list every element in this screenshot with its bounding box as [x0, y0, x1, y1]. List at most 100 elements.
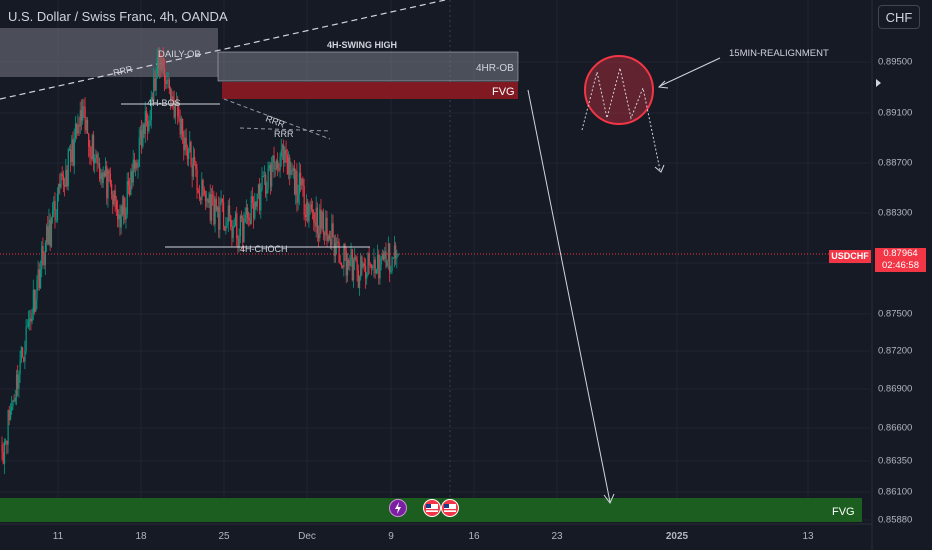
candle-body [213, 196, 215, 225]
candle-body [365, 265, 367, 279]
candle-body [151, 96, 154, 102]
candle-body [314, 222, 316, 227]
candle-body [92, 135, 95, 164]
x-tick-label: 11 [52, 531, 64, 542]
candle-body [67, 149, 69, 187]
candle-body [333, 237, 335, 256]
candle-body [160, 55, 162, 71]
candle-body [247, 207, 249, 218]
candle-body [139, 130, 142, 138]
candle-body [338, 242, 340, 263]
candle-body [386, 261, 388, 267]
candle-body [17, 374, 19, 389]
candle-body [263, 174, 266, 176]
candle-body [319, 209, 321, 239]
candle-body [293, 168, 296, 195]
candle-body [189, 142, 191, 153]
candle-body [32, 289, 34, 313]
candle-body [132, 159, 134, 183]
candle-body [307, 201, 309, 222]
candle-body [55, 219, 57, 221]
candle-body [50, 217, 53, 247]
candle-body [82, 106, 84, 121]
candle-body [362, 263, 364, 268]
countdown-tag: 02:46:58 [875, 260, 926, 272]
candle-body [155, 74, 157, 91]
candle-body [130, 171, 132, 195]
candle-body [182, 118, 184, 137]
candle-body [170, 89, 172, 99]
candle-body [33, 289, 36, 312]
candle-body [101, 172, 103, 184]
candle-body [200, 198, 202, 200]
candle-body [250, 196, 252, 225]
candle-body [233, 225, 236, 227]
x-tick-label: 13 [802, 531, 814, 542]
candle-body [196, 169, 198, 191]
candle-body [176, 101, 178, 104]
candle-body [149, 120, 151, 126]
candle-body [287, 157, 290, 175]
candle-body [27, 321, 30, 327]
candle-body [20, 347, 22, 362]
candle-body [397, 254, 399, 257]
candle-body [29, 318, 31, 322]
candle-body [184, 138, 186, 151]
candle-body [46, 226, 48, 243]
candle-body [127, 181, 130, 186]
candle-body [126, 181, 128, 215]
candle-body [271, 162, 273, 187]
candle-body [133, 159, 136, 169]
candle-body [226, 222, 228, 225]
us-flag-event-icon[interactable] [441, 499, 459, 517]
candle-body [363, 263, 365, 266]
candle-body [266, 189, 268, 194]
candle-body [316, 207, 319, 234]
candle-body [68, 149, 71, 151]
us-flag-event-icon[interactable] [423, 499, 441, 517]
candle-body [100, 172, 102, 180]
candle-body [292, 168, 294, 171]
lightning-event-icon[interactable] [389, 499, 407, 517]
currency-button[interactable]: CHF [878, 5, 920, 29]
x-tick-label: Dec [298, 531, 316, 542]
candle-body [389, 243, 391, 272]
candle-body [237, 238, 239, 248]
candle-body [358, 276, 361, 288]
candle-body [310, 204, 313, 210]
daily-ob-label: DAILY-OB [158, 49, 201, 60]
candle-body [244, 214, 246, 223]
candle-body [286, 154, 288, 175]
candle-body [384, 251, 386, 260]
candle-body [174, 103, 177, 118]
candle-body [254, 201, 256, 219]
candle-body [64, 184, 66, 187]
candle-body [295, 170, 297, 195]
candle-body [369, 264, 372, 266]
candle-body [208, 193, 210, 203]
x-tick-label: 9 [388, 531, 394, 542]
candle-body [31, 312, 33, 322]
candle-body [94, 158, 96, 164]
candle-body [327, 235, 329, 241]
chart-title: U.S. Dollar / Swiss Franc, 4h, OANDA [8, 9, 228, 24]
candle-body [88, 133, 90, 147]
candle-body [259, 184, 261, 211]
candle-body [255, 201, 257, 207]
candle-body [95, 154, 97, 159]
candle-body [119, 214, 121, 228]
candle-body [12, 400, 14, 407]
y-tick-label: 0.86600 [878, 422, 913, 434]
candle-body [275, 160, 278, 169]
candle-body [312, 209, 314, 213]
candle-body [125, 214, 127, 220]
candle-body [372, 266, 374, 268]
candle-body [24, 351, 26, 362]
candle-body [91, 135, 93, 160]
candle-body [368, 253, 370, 265]
y-tick-label: 0.88300 [878, 207, 913, 219]
candle-body [168, 79, 171, 90]
axis-marker-icon [876, 79, 881, 87]
